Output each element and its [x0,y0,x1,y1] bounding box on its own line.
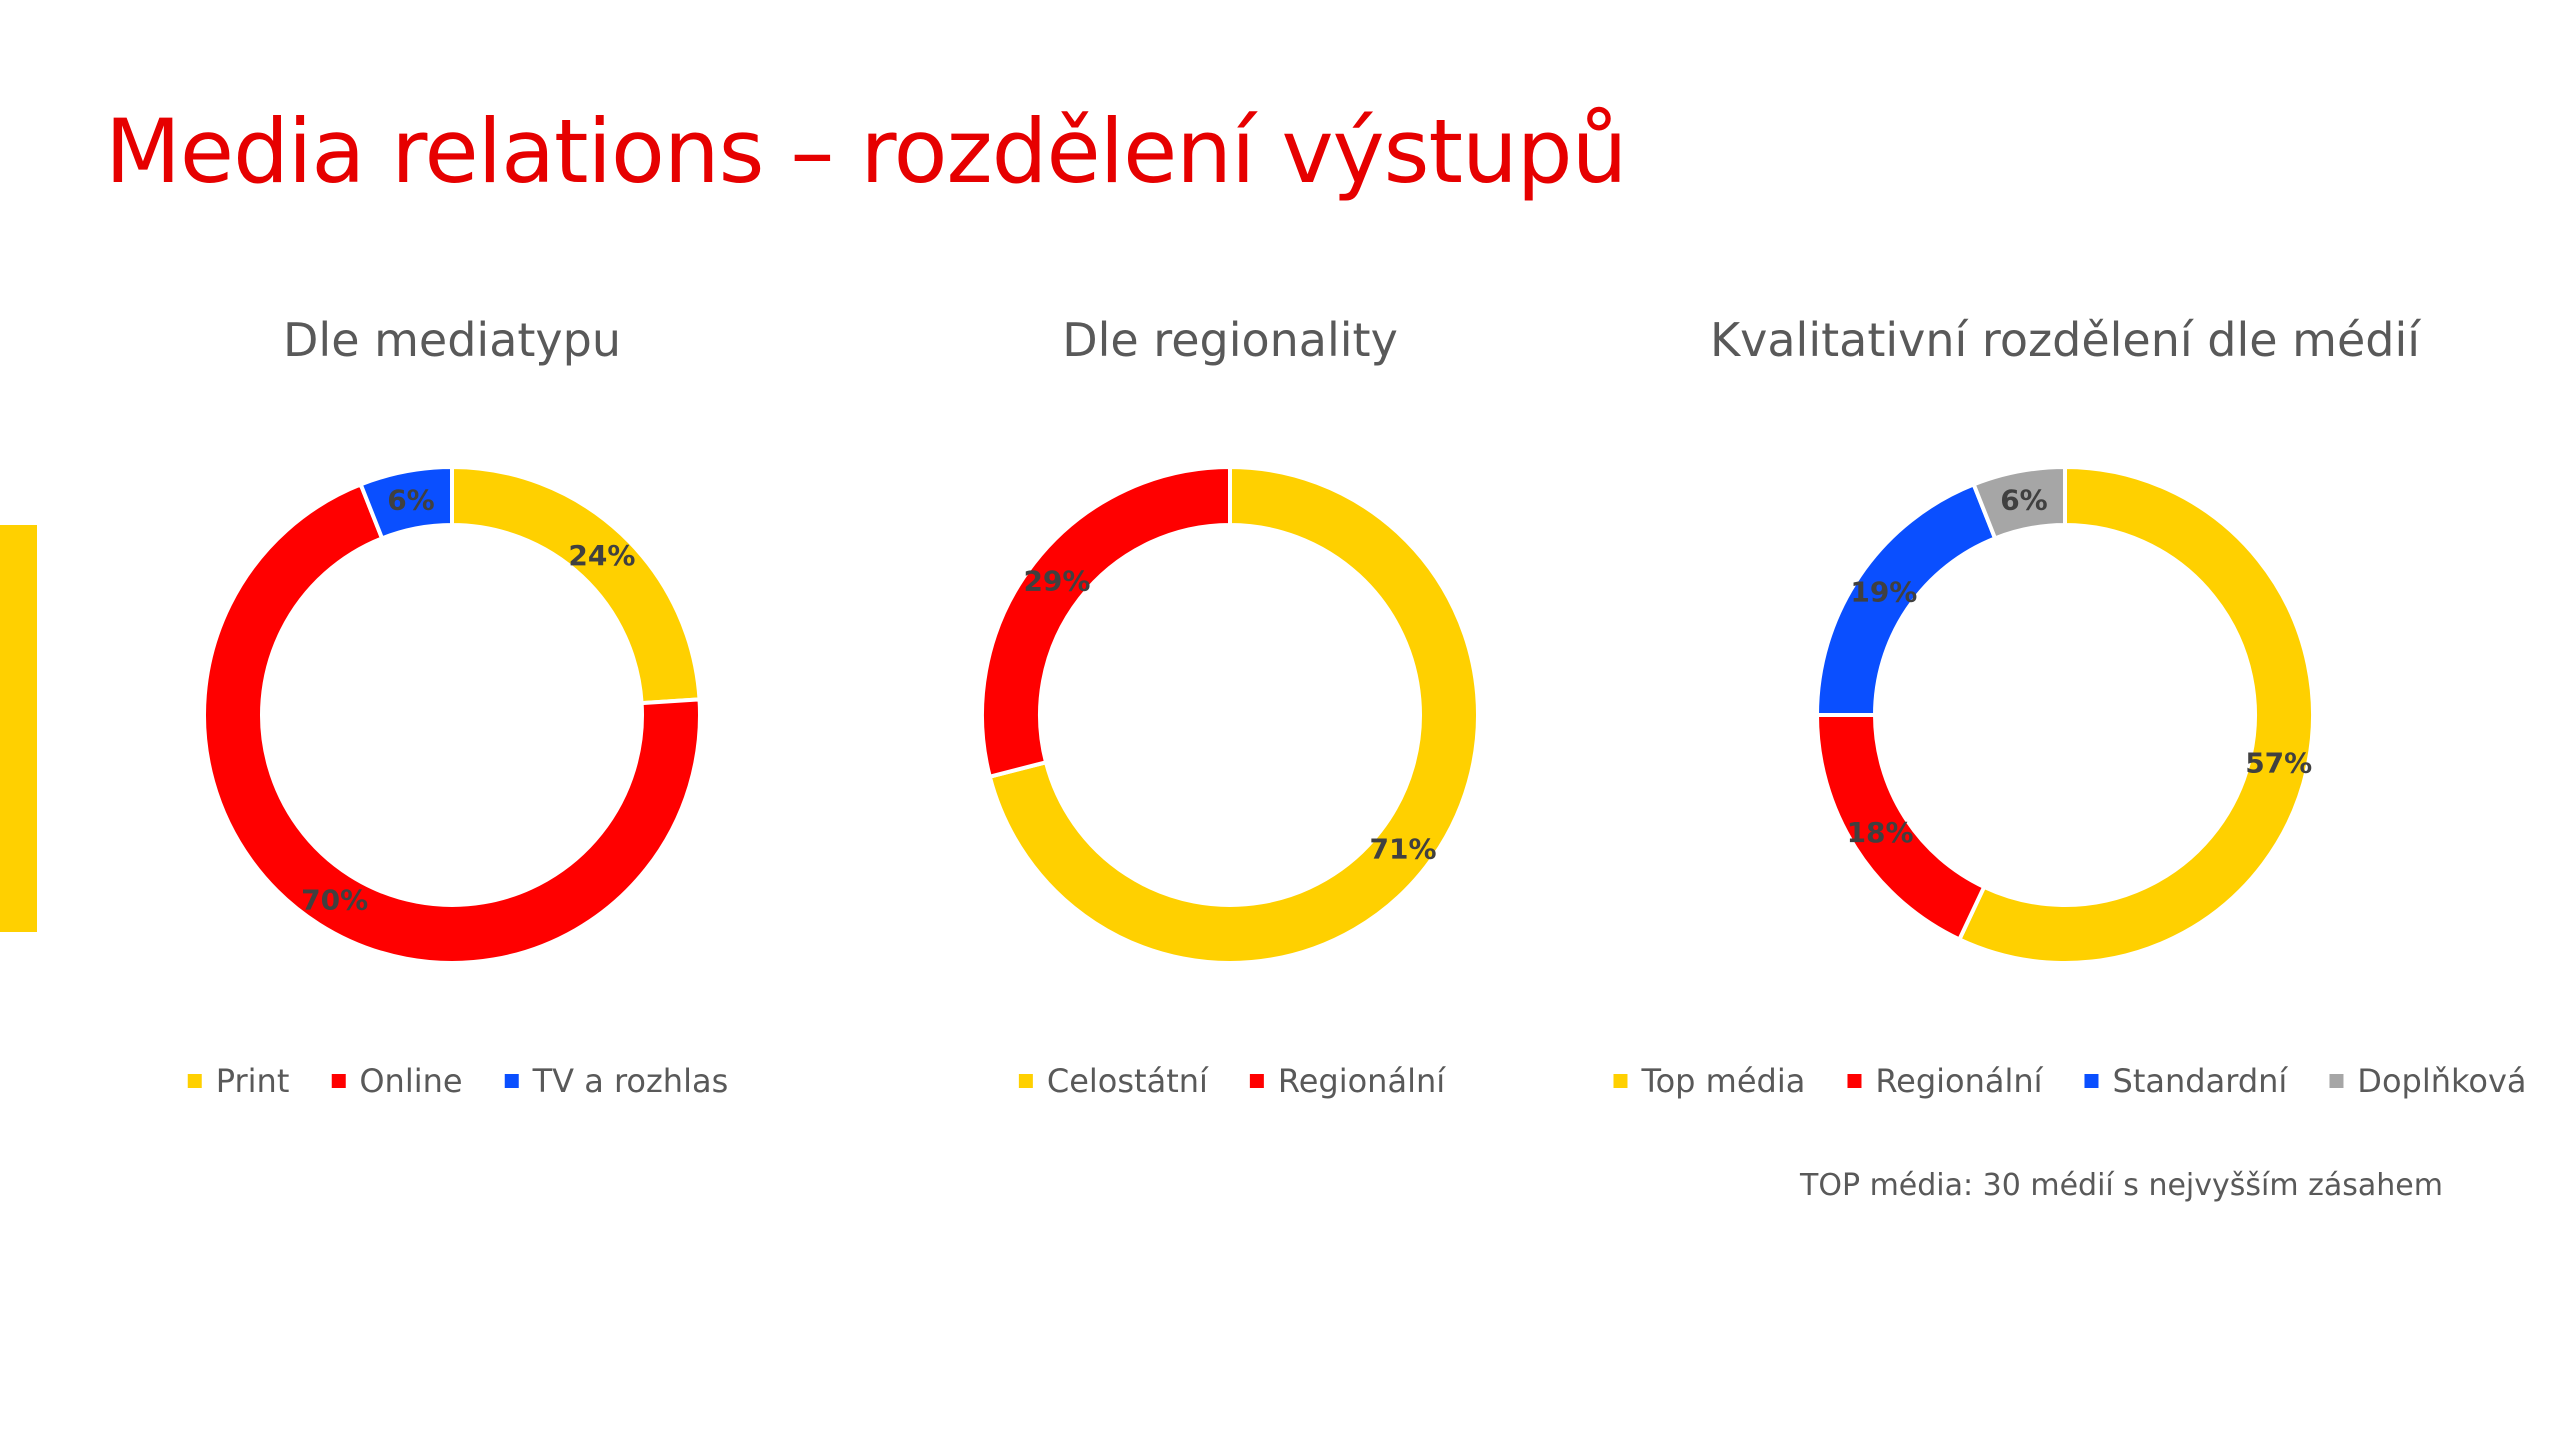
legend-swatch [331,1074,346,1088]
donut-slice-regionalni [980,464,1232,780]
legend-swatch [504,1074,519,1088]
legend-swatch [1249,1074,1264,1088]
donut-slice-top-media [1956,464,2315,965]
legend-label: Regionální [1277,1062,1446,1100]
legend-item-online: Online [331,1062,463,1100]
legend-item-print: Print [187,1062,290,1100]
footnote: TOP média: 30 médií s nejvyšším zásahem [1800,1168,2443,1203]
legend-mediatype: Print Online TV a rozhlas [187,1062,729,1100]
legend-label: Regionální [1875,1062,2043,1100]
data-label-celostatni: 71% [1370,833,1437,866]
legend-item-doplnkova: Doplňková [2329,1062,2527,1100]
legend-item-regionalni: Regionální [1847,1062,2043,1100]
legend-swatch [2084,1074,2099,1088]
data-label-regionalni: 29% [1023,564,1090,597]
legend-regionality: Celostátní Regionální [1018,1062,1446,1100]
data-label-tv-a-rozhlas: 6% [387,483,435,516]
legend-label: Standardní [2112,1062,2288,1100]
legend-swatch [1018,1074,1033,1088]
donut-slice-tv-a-rozhlas [358,464,454,541]
donut-slice-doplnkova [1971,464,2067,541]
data-label-regionalni: 18% [1847,816,1914,849]
donut-chart-mediatype: 24% 70% 6% [202,464,702,965]
donut-slice-celostatni [987,464,1480,965]
chart-title-quality: Kvalitativní rozdělení dle médií [1709,313,2421,367]
donut-slice-online [202,481,702,965]
legend-label: Print [215,1062,290,1100]
legend-label: Celostátní [1046,1062,1208,1100]
data-label-print: 24% [568,539,635,572]
legend-swatch [2329,1074,2344,1088]
accent-bar [0,525,37,932]
donut-slice-print [450,464,702,706]
legend-swatch [187,1074,202,1088]
donut-chart-quality: 57% 18% 19% 6% [1814,464,2315,965]
data-label-online: 70% [301,883,368,916]
data-label-standardni: 19% [1850,575,1917,608]
legend-swatch [1847,1074,1862,1088]
legend-label: Online [359,1062,463,1100]
data-label-top-media: 57% [2245,746,2312,779]
legend-item-regionalni: Regionální [1249,1062,1446,1100]
legend-item-standardni: Standardní [2084,1062,2288,1100]
legend-item-top-media: Top média [1613,1062,1805,1100]
slide-title: Media relations – rozdělení výstupů [105,100,1627,203]
donut-chart-regionality: 71% 29% [980,464,1480,965]
legend-label: TV a rozhlas [532,1062,729,1100]
legend-item-celostatni: Celostátní [1018,1062,1208,1100]
legend-swatch [1613,1074,1628,1088]
chart-title-mediatype: Dle mediatypu [282,313,622,367]
data-label-doplnkova: 6% [2000,483,2048,516]
legend-item-tv-a-rozhlas: TV a rozhlas [504,1062,729,1100]
legend-label: Doplňková [2357,1062,2527,1100]
legend-label: Top média [1641,1062,1806,1100]
chart-title-regionality: Dle regionality [1062,313,1398,367]
legend-quality: Top média Regionální Standardní Doplňková [1613,1062,2527,1100]
